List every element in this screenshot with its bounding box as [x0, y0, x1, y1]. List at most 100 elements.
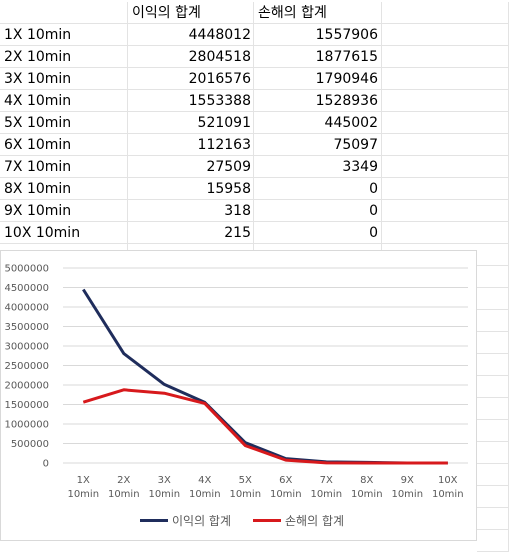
row-label-cell[interactable]: 2X 10min — [0, 46, 128, 68]
empty-cell[interactable] — [477, 332, 509, 354]
loss-cell[interactable]: 0 — [254, 178, 382, 200]
y-tick-label: 1000000 — [4, 420, 49, 431]
x-tick-label: 10min — [270, 489, 302, 500]
header-cell[interactable] — [0, 2, 128, 24]
x-tick-label: 8X — [360, 475, 373, 486]
legend-swatch-profit — [140, 519, 168, 522]
row-label-cell[interactable]: 4X 10min — [0, 90, 128, 112]
profit-cell[interactable]: 2016576 — [128, 68, 254, 90]
profit-cell[interactable]: 318 — [128, 200, 254, 222]
y-tick-label: 500000 — [11, 439, 49, 450]
empty-cell[interactable] — [477, 310, 509, 332]
loss-cell[interactable]: 3349 — [254, 156, 382, 178]
y-tick-label: 2000000 — [4, 381, 49, 392]
y-tick-label: 4500000 — [4, 283, 49, 294]
x-tick-label: 10min — [108, 489, 140, 500]
x-tick-label: 5X — [239, 475, 252, 486]
empty-cell[interactable] — [382, 200, 509, 222]
row-label-cell[interactable]: 7X 10min — [0, 156, 128, 178]
empty-cell[interactable] — [477, 354, 509, 376]
legend-swatch-loss — [253, 519, 282, 522]
empty-cell[interactable] — [382, 2, 509, 24]
y-tick-label: 1500000 — [4, 400, 49, 411]
empty-cell[interactable] — [477, 266, 509, 288]
empty-cell[interactable] — [477, 420, 509, 442]
x-tick-label: 7X — [320, 475, 333, 486]
chart-legend: 이익의 합계 손해의 합계 — [140, 512, 344, 529]
row-label-cell[interactable]: 5X 10min — [0, 112, 128, 134]
loss-cell[interactable]: 1557906 — [254, 24, 382, 46]
legend-item-loss: 손해의 합계 — [253, 512, 344, 529]
empty-cell[interactable] — [477, 486, 509, 508]
row-label-cell[interactable]: 1X 10min — [0, 24, 128, 46]
empty-cell[interactable] — [382, 90, 509, 112]
x-tick-label: 10X — [438, 475, 458, 486]
empty-cell[interactable] — [477, 464, 509, 486]
profit-cell[interactable]: 4448012 — [128, 24, 254, 46]
loss-cell[interactable]: 75097 — [254, 134, 382, 156]
row-label-cell[interactable]: 6X 10min — [0, 134, 128, 156]
profit-cell[interactable]: 521091 — [128, 112, 254, 134]
x-tick-label: 10min — [391, 489, 423, 500]
row-label-cell[interactable]: 8X 10min — [0, 178, 128, 200]
x-tick-label: 10min — [310, 489, 342, 500]
line-chart[interactable]: 5000000 4500000 4000000 3500000 3000000 25000… — [0, 250, 477, 541]
x-tick-label: 10min — [67, 489, 99, 500]
x-tick-label: 9X — [401, 475, 414, 486]
profit-cell[interactable]: 215 — [128, 222, 254, 244]
empty-cell[interactable] — [382, 46, 509, 68]
empty-cell[interactable] — [382, 112, 509, 134]
legend-label-profit: 이익의 합계 — [172, 514, 232, 528]
empty-cell[interactable] — [477, 288, 509, 310]
legend-label-loss: 손해의 합계 — [285, 514, 345, 528]
x-tick-label: 3X — [158, 475, 171, 486]
empty-cell[interactable] — [382, 68, 509, 90]
loss-cell[interactable]: 0 — [254, 222, 382, 244]
x-tick-label: 1X — [77, 475, 90, 486]
x-tick-label: 10min — [432, 489, 464, 500]
loss-cell[interactable]: 1528936 — [254, 90, 382, 112]
empty-cell[interactable] — [382, 24, 509, 46]
loss-cell[interactable]: 1877615 — [254, 46, 382, 68]
y-tick-label: 2500000 — [4, 361, 49, 372]
chart-plot: 5000000450000040000003500000300000025000… — [4, 264, 468, 500]
empty-cell[interactable] — [477, 508, 509, 530]
x-tick-label: 4X — [198, 475, 211, 486]
empty-cell[interactable] — [477, 442, 509, 464]
empty-cell[interactable] — [382, 156, 509, 178]
empty-cell[interactable] — [382, 222, 509, 244]
header-cell-loss[interactable]: 손해의 합계 — [254, 2, 382, 24]
row-label-cell[interactable]: 10X 10min — [0, 222, 128, 244]
y-tick-label: 3000000 — [4, 342, 49, 353]
series-line-profit — [82, 288, 448, 465]
empty-cell[interactable] — [477, 376, 509, 398]
y-tick-label: 0 — [43, 459, 49, 470]
profit-cell[interactable]: 1553388 — [128, 90, 254, 112]
empty-cell[interactable] — [477, 530, 509, 552]
x-tick-label: 10min — [148, 489, 180, 500]
profit-cell[interactable]: 27509 — [128, 156, 254, 178]
empty-cell[interactable] — [382, 178, 509, 200]
series-line-loss — [82, 388, 448, 465]
row-label-cell[interactable]: 9X 10min — [0, 200, 128, 222]
legend-item-profit: 이익의 합계 — [140, 512, 231, 529]
x-tick-label: 10min — [229, 489, 261, 500]
profit-cell[interactable]: 2804518 — [128, 46, 254, 68]
profit-cell[interactable]: 112163 — [128, 134, 254, 156]
header-cell-profit[interactable]: 이익의 합계 — [128, 2, 254, 24]
x-tick-label: 2X — [117, 475, 130, 486]
x-tick-label: 10min — [189, 489, 221, 500]
row-label-cell[interactable]: 3X 10min — [0, 68, 128, 90]
y-tick-label: 3500000 — [4, 322, 49, 333]
empty-cell[interactable] — [477, 398, 509, 420]
x-tick-label: 10min — [351, 489, 383, 500]
loss-cell[interactable]: 0 — [254, 200, 382, 222]
loss-cell[interactable]: 1790946 — [254, 68, 382, 90]
empty-cell[interactable] — [382, 134, 509, 156]
y-tick-label: 5000000 — [4, 264, 49, 275]
x-tick-label: 6X — [279, 475, 292, 486]
loss-cell[interactable]: 445002 — [254, 112, 382, 134]
profit-cell[interactable]: 15958 — [128, 178, 254, 200]
y-tick-label: 4000000 — [4, 303, 49, 314]
